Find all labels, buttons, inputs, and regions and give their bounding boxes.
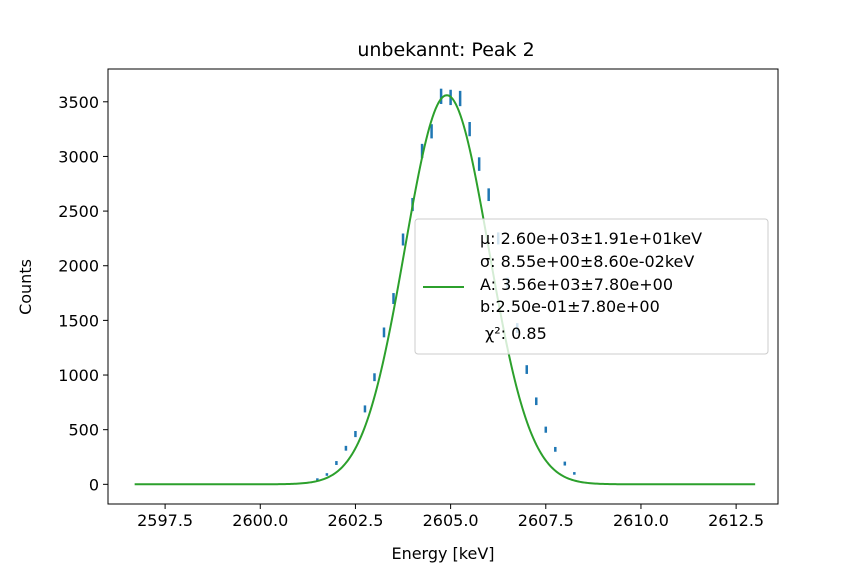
- y-tick-label: 1000: [58, 366, 99, 385]
- fit-line: [134, 94, 756, 486]
- y-axis-label: Counts: [16, 259, 35, 315]
- x-axis-label: Energy [keV]: [391, 544, 494, 563]
- legend-sigma: σ: 8.55e+00±8.60e-02keV: [480, 252, 694, 271]
- axes-frame: [107, 68, 779, 505]
- legend-mu: μ: 2.60e+03±1.91e+01keV: [480, 229, 702, 248]
- legend-box: [414, 218, 769, 355]
- legend: μ: 2.60e+03±1.91e+01keV σ: 8.55e+00±8.60…: [414, 218, 769, 355]
- chart-title: unbekannt: Peak 2: [357, 39, 534, 61]
- x-tick-label: 2612.5: [708, 511, 764, 530]
- legend-chi2: χ²: 0.85: [485, 324, 547, 343]
- legend-background: b:2.50e-01±7.80e+00: [480, 297, 660, 316]
- y-axis: 0 500 1000 1500 2000 2500 3000 3500: [58, 93, 108, 494]
- x-tick-label: 2602.5: [327, 511, 383, 530]
- y-tick-label: 500: [68, 421, 99, 440]
- y-tick-label: 2000: [58, 257, 99, 276]
- x-tick-label: 2600.0: [232, 511, 288, 530]
- y-tick-label: 0: [89, 475, 99, 494]
- y-tick-label: 3000: [58, 147, 99, 166]
- plot-area: [134, 88, 756, 486]
- x-axis: 2597.5 2600.0 2602.5 2605.0 2607.5 2610.0 2612…: [137, 504, 764, 530]
- y-tick-label: 1500: [58, 311, 99, 330]
- legend-amplitude: A: 3.56e+03±7.80e+00: [480, 275, 673, 294]
- x-tick-label: 2605.0: [423, 511, 479, 530]
- x-tick-label: 2597.5: [137, 511, 193, 530]
- y-tick-label: 2500: [58, 202, 99, 221]
- x-tick-label: 2607.5: [518, 511, 574, 530]
- x-tick-label: 2610.0: [613, 511, 669, 530]
- y-tick-label: 3500: [58, 93, 99, 112]
